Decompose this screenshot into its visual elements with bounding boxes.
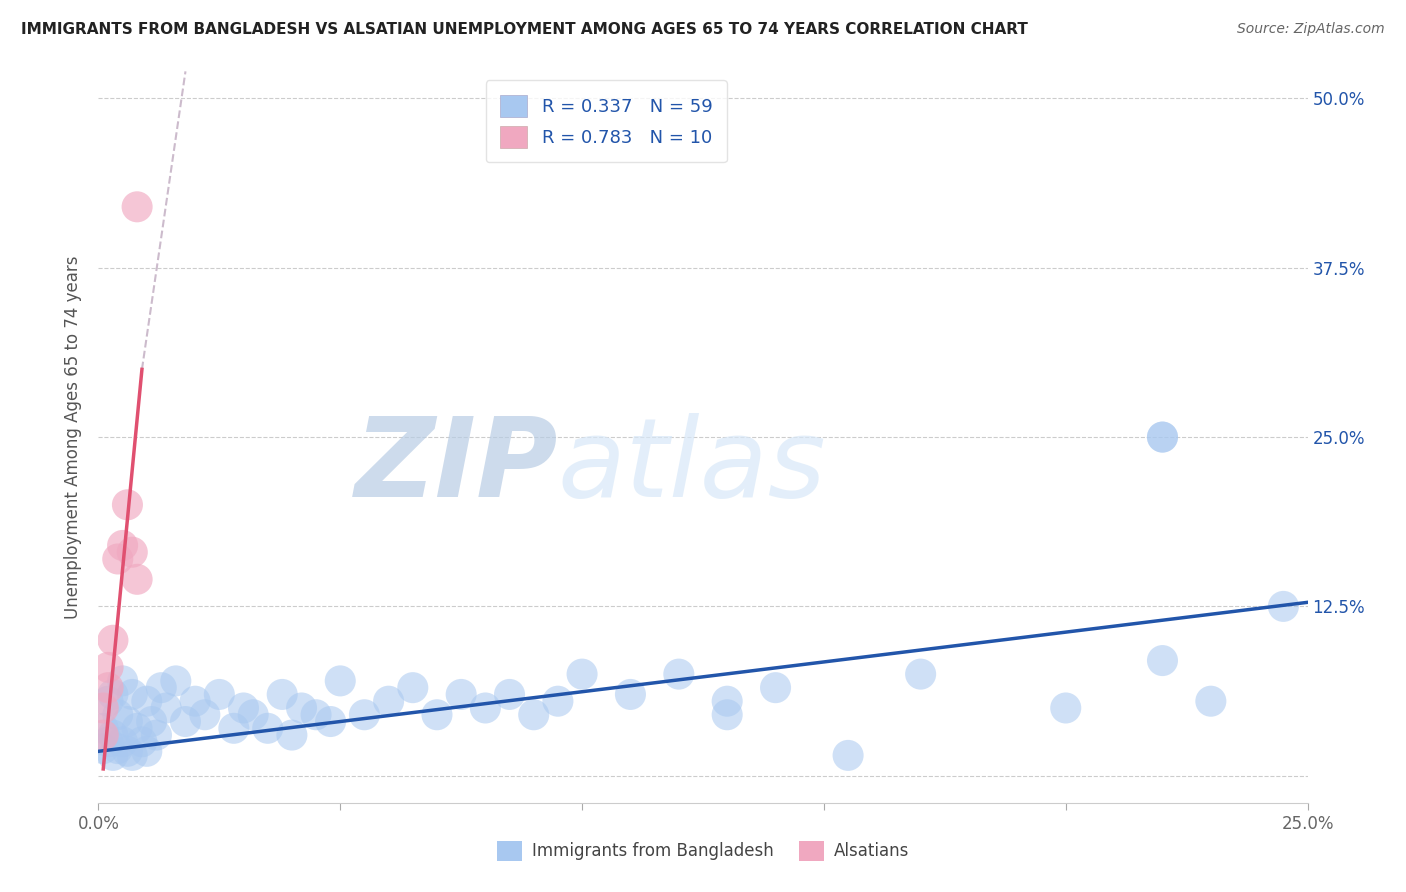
Point — [222, 721, 245, 735]
Point — [101, 728, 124, 742]
Point — [271, 688, 294, 702]
Point — [121, 688, 143, 702]
Point — [91, 721, 114, 735]
Point — [117, 744, 139, 758]
Point — [101, 688, 124, 702]
Point — [232, 701, 254, 715]
Point — [101, 748, 124, 763]
Point — [837, 748, 859, 763]
Point — [97, 660, 120, 674]
Point — [498, 688, 520, 702]
Point — [121, 545, 143, 559]
Point — [1054, 701, 1077, 715]
Point — [174, 714, 197, 729]
Point — [668, 667, 690, 681]
Point — [1152, 430, 1174, 444]
Point — [97, 694, 120, 708]
Text: Source: ZipAtlas.com: Source: ZipAtlas.com — [1237, 22, 1385, 37]
Point — [101, 633, 124, 648]
Point — [145, 728, 167, 742]
Point — [150, 681, 173, 695]
Point — [377, 694, 399, 708]
Point — [716, 694, 738, 708]
Point — [91, 701, 114, 715]
Point — [910, 667, 932, 681]
Point — [135, 744, 157, 758]
Point — [305, 707, 328, 722]
Point — [426, 707, 449, 722]
Point — [329, 673, 352, 688]
Point — [155, 701, 177, 715]
Text: IMMIGRANTS FROM BANGLADESH VS ALSATIAN UNEMPLOYMENT AMONG AGES 65 TO 74 YEARS CO: IMMIGRANTS FROM BANGLADESH VS ALSATIAN U… — [21, 22, 1028, 37]
Point — [1152, 654, 1174, 668]
Point — [290, 701, 312, 715]
Point — [450, 688, 472, 702]
Point — [117, 714, 139, 729]
Point — [242, 707, 264, 722]
Point — [716, 707, 738, 722]
Legend: Immigrants from Bangladesh, Alsatians: Immigrants from Bangladesh, Alsatians — [491, 834, 915, 868]
Point — [135, 694, 157, 708]
Point — [1152, 430, 1174, 444]
Point — [131, 735, 153, 749]
Point — [111, 735, 134, 749]
Point — [1199, 694, 1222, 708]
Y-axis label: Unemployment Among Ages 65 to 74 years: Unemployment Among Ages 65 to 74 years — [65, 255, 83, 619]
Point — [127, 572, 149, 586]
Point — [474, 701, 496, 715]
Point — [619, 688, 641, 702]
Point — [121, 748, 143, 763]
Point — [402, 681, 425, 695]
Point — [547, 694, 569, 708]
Point — [208, 688, 231, 702]
Point — [111, 673, 134, 688]
Point — [765, 681, 787, 695]
Point — [523, 707, 546, 722]
Point — [281, 728, 304, 742]
Point — [107, 741, 129, 756]
Point — [117, 498, 139, 512]
Point — [97, 735, 120, 749]
Point — [127, 200, 149, 214]
Text: atlas: atlas — [558, 413, 827, 520]
Point — [184, 694, 207, 708]
Point — [127, 721, 149, 735]
Point — [107, 707, 129, 722]
Point — [1272, 599, 1295, 614]
Point — [107, 552, 129, 566]
Point — [319, 714, 342, 729]
Point — [111, 538, 134, 552]
Point — [256, 721, 278, 735]
Point — [194, 707, 217, 722]
Point — [91, 741, 114, 756]
Point — [571, 667, 593, 681]
Point — [353, 707, 375, 722]
Point — [165, 673, 187, 688]
Text: ZIP: ZIP — [354, 413, 558, 520]
Point — [91, 728, 114, 742]
Point — [97, 681, 120, 695]
Point — [141, 714, 163, 729]
